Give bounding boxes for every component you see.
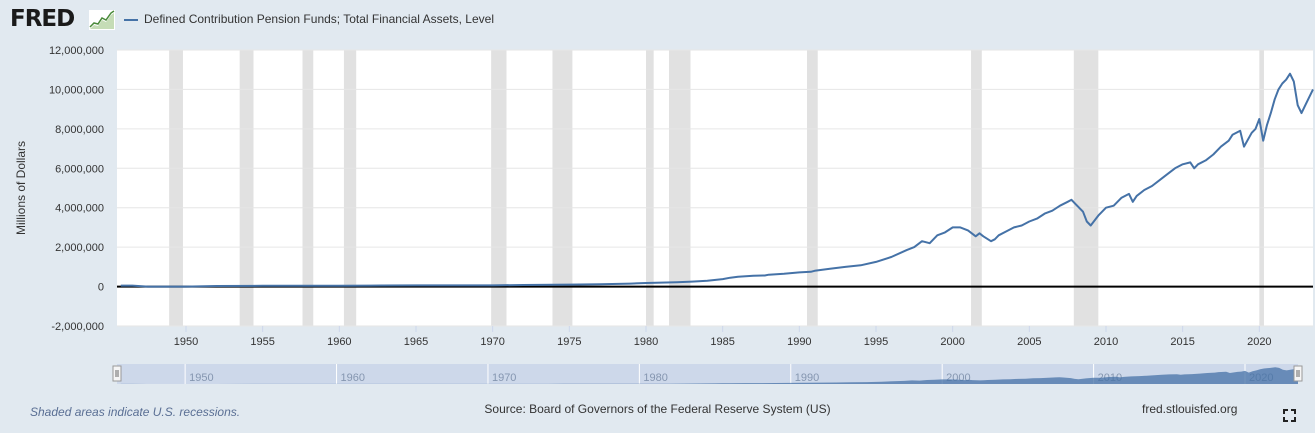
header-bar: FRED Defined Contribution Pension Funds;…: [0, 0, 1315, 40]
x-tick-label: 1995: [864, 336, 888, 348]
navigator-handle-right[interactable]: [1293, 365, 1303, 382]
recession-band: [971, 50, 982, 326]
y-tick-label: 12,000,000: [49, 45, 104, 57]
y-tick-label: -2,000,000: [51, 321, 104, 333]
recession-band: [302, 50, 314, 326]
navigator-tick-label: 1990: [795, 372, 819, 384]
recession-band: [1259, 50, 1264, 326]
x-tick-label: 1985: [710, 336, 734, 348]
source-text: Source: Board of Governors of the Federa…: [484, 402, 831, 416]
x-tick-label: 2020: [1247, 336, 1271, 348]
recession-band: [646, 50, 654, 326]
y-axis-label: Millions of Dollars: [14, 141, 28, 235]
logo-graph-icon: [89, 10, 115, 30]
site-link[interactable]: fred.stlouisfed.org: [1142, 402, 1238, 416]
x-tick-label: 1970: [480, 336, 504, 348]
recession-band: [1073, 50, 1099, 326]
plot-area: [117, 50, 1313, 326]
recession-band: [491, 50, 507, 326]
x-tick-label: 1965: [404, 336, 428, 348]
x-tick-label: 1955: [250, 336, 274, 348]
navigator-series-area: [120, 367, 1298, 384]
recession-band: [807, 50, 818, 326]
chart-legend[interactable]: Defined Contribution Pension Funds; Tota…: [124, 12, 494, 26]
navigator-tick-label: 1970: [492, 372, 516, 384]
y-tick-label: 6,000,000: [55, 163, 104, 175]
navigator-tick-label: 1960: [341, 372, 365, 384]
x-tick-label: 1950: [174, 336, 198, 348]
fred-logo[interactable]: FRED: [10, 6, 75, 32]
y-axis: 12,000,000 10,000,000 8,000,000 6,000,000 4,…: [49, 45, 104, 333]
x-tick-label: 1990: [787, 336, 811, 348]
y-tick-label: 2,000,000: [55, 242, 104, 254]
x-axis: 1950 1955 1960 1965 1970 1975 1980 1985 1990 1995…: [174, 326, 1272, 348]
navigator-selection[interactable]: [117, 364, 1298, 384]
legend-series-label: Defined Contribution Pension Funds; Tota…: [144, 12, 494, 26]
chart[interactable]: 12,000,000 10,000,000 8,000,000 6,000,000 4,…: [0, 0, 1315, 400]
recession-band: [239, 50, 254, 326]
recession-band: [169, 50, 183, 326]
navigator-tick-label: 1950: [189, 372, 213, 384]
x-tick-label: 2010: [1094, 336, 1118, 348]
fullscreen-icon[interactable]: [1283, 409, 1296, 422]
range-navigator[interactable]: 19501960197019801990200020102020: [112, 364, 1303, 384]
recession-note: Shaded areas indicate U.S. recessions.: [30, 405, 241, 419]
y-tick-label: 0: [98, 282, 104, 294]
legend-series-swatch: [124, 18, 138, 21]
x-tick-label: 1980: [634, 336, 658, 348]
x-tick-label: 2005: [1017, 336, 1041, 348]
navigator-tick-label: 1980: [643, 372, 667, 384]
recession-band: [343, 50, 357, 326]
y-tick-label: 4,000,000: [55, 203, 104, 215]
x-tick-label: 2015: [1170, 336, 1194, 348]
y-tick-label: 8,000,000: [55, 124, 104, 136]
recession-band: [552, 50, 573, 326]
x-tick-label: 2000: [940, 336, 964, 348]
recession-shading: [169, 50, 1264, 326]
recession-band: [669, 50, 691, 326]
x-tick-label: 1975: [557, 336, 581, 348]
series-line[interactable]: [120, 72, 1314, 288]
x-tick-label: 1960: [327, 336, 351, 348]
navigator-handle-left[interactable]: [112, 365, 122, 382]
y-tick-label: 10,000,000: [49, 84, 104, 96]
